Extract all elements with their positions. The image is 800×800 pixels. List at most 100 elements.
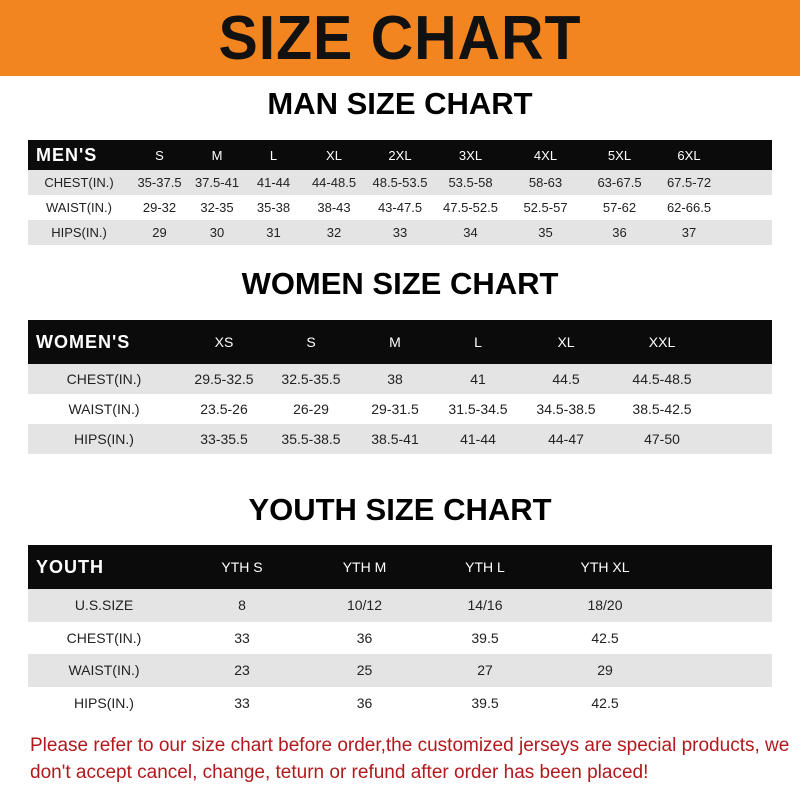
cell: 37.5-41 <box>194 175 240 190</box>
row-label: CHEST(IN.) <box>66 371 142 387</box>
cell: 35-37.5 <box>137 175 182 190</box>
table-row: CHEST(IN.) 29.5-32.5 32.5-35.5 38 41 44.5 44.5… <box>28 364 772 394</box>
cell: 32 <box>326 225 342 240</box>
cell: 42.5 <box>591 629 619 646</box>
cell: 35 <box>538 225 553 240</box>
cell: 6XL <box>677 147 701 163</box>
row-label: CHEST(IN.) <box>66 629 142 646</box>
table-row: HIPS(IN.) 29 30 31 32 33 34 35 36 37 <box>28 220 772 245</box>
cell: 37 <box>681 225 697 240</box>
cell: 48.5-53.5 <box>372 175 428 190</box>
youth-table: YOUTH YTH S YTH M YTH L YTH XL U.S.SIZE 8 10/12… <box>28 545 772 719</box>
header-row: WOMEN'S XS S M L XL XXL <box>28 320 772 364</box>
cell: 41-44 <box>460 431 496 447</box>
row-label: HIPS(IN.) <box>51 225 107 240</box>
cell: 29 <box>597 662 613 679</box>
cell: 38 <box>387 371 403 387</box>
header-row: YOUTH YTH S YTH M YTH L YTH XL <box>28 545 772 589</box>
row-label: WAIST(IN.) <box>68 401 140 417</box>
cell: 33 <box>234 629 250 646</box>
cell: 35-38 <box>256 200 291 215</box>
cell: S <box>306 334 316 350</box>
cell: XL <box>326 147 342 163</box>
cell: 29-31.5 <box>371 401 419 417</box>
cell: 26-29 <box>293 401 329 417</box>
cell: 35.5-38.5 <box>281 431 341 447</box>
cell: 14/16 <box>467 597 503 614</box>
cell: 39.5 <box>471 629 499 646</box>
cell: 31 <box>266 225 281 240</box>
cell: YTH S <box>221 559 263 575</box>
cell: L <box>269 147 278 163</box>
cell: 33 <box>392 225 408 240</box>
table-row: WAIST(IN.) 29-32 32-35 35-38 38-43 43-47.5 47.… <box>28 195 772 220</box>
cell: 27 <box>477 662 493 679</box>
row-label: CHEST(IN.) <box>44 175 114 190</box>
table-row: WAIST(IN.) 23 25 27 29 <box>28 654 772 687</box>
cell: S <box>155 147 164 163</box>
banner: SIZE CHART <box>0 0 800 76</box>
cell: 33-35.5 <box>200 431 248 447</box>
cell: 36 <box>356 694 373 711</box>
cell: 44.5 <box>552 371 580 387</box>
cell: 5XL <box>607 147 632 163</box>
cell: 30 <box>209 225 225 240</box>
cell: 2XL <box>388 147 412 163</box>
row-label: WAIST(IN.) <box>68 662 140 679</box>
cell: 43-47.5 <box>377 200 423 215</box>
cell: 32-35 <box>200 200 234 215</box>
cell: 53.5-58 <box>448 175 493 190</box>
cell: 29.5-32.5 <box>194 371 254 387</box>
cell: YTH M <box>342 559 387 575</box>
cell: 18/20 <box>587 597 623 614</box>
cell: 39.5 <box>471 694 499 711</box>
cell: 23 <box>234 662 250 679</box>
header-row: MEN'S S M L XL 2XL 3XL 4XL 5XL 6XL <box>28 140 772 170</box>
table-row: CHEST(IN.) 33 36 39.5 42.5 <box>28 621 772 654</box>
cell: 31.5-34.5 <box>448 401 508 417</box>
cell: 34 <box>463 225 478 240</box>
cell: 47.5-52.5 <box>443 200 498 215</box>
order-note: Please refer to our size chart before or… <box>30 735 790 783</box>
row-label: WOMEN'S <box>36 331 131 352</box>
row-label: WAIST(IN.) <box>46 200 112 215</box>
table-row: U.S.SIZE 8 10/12 14/16 18/20 <box>28 589 772 622</box>
cell: 57-62 <box>602 200 637 215</box>
cell: 10/12 <box>346 597 383 614</box>
table-row: WAIST(IN.) 23.5-26 26-29 29-31.5 31.5-34.5 34… <box>28 394 772 424</box>
cell: 32.5-35.5 <box>281 371 341 387</box>
cell: M <box>389 334 401 350</box>
table-row: HIPS(IN.) 33 36 39.5 42.5 <box>28 686 772 719</box>
cell: 44.5-48.5 <box>632 371 692 387</box>
cell: 29-32 <box>142 200 177 215</box>
banner-title: SIZE CHART <box>218 3 582 73</box>
cell: 4XL <box>533 147 558 163</box>
cell: XL <box>557 334 575 350</box>
cell: XXL <box>648 334 676 350</box>
cell: 47-50 <box>644 431 680 447</box>
cell: YTH XL <box>580 559 630 575</box>
row-label: HIPS(IN.) <box>74 431 134 447</box>
row-label: MEN'S <box>36 144 98 165</box>
cell: 41-44 <box>256 175 291 190</box>
cell: YTH L <box>465 559 505 575</box>
cell: 41 <box>470 371 486 387</box>
cell: 36 <box>356 629 373 646</box>
cell: 38.5-41 <box>371 431 419 447</box>
cell: 33 <box>234 694 250 711</box>
men-table: MEN'S S M L XL 2XL 3XL 4XL 5XL 6XL CHEST(IN.) 35-37… <box>28 140 772 245</box>
table-row: CHEST(IN.) 35-37.5 37.5-41 41-44 44-48.5 48.5… <box>28 170 772 195</box>
cell: 36 <box>612 225 627 240</box>
women-title: WOMEN SIZE CHART <box>241 266 559 301</box>
cell: 8 <box>238 597 246 614</box>
cell: 63-67.5 <box>597 175 642 190</box>
row-label: YOUTH <box>36 556 104 577</box>
cell: 29 <box>152 225 167 240</box>
cell: 42.5 <box>591 694 619 711</box>
youth-title: YOUTH SIZE CHART <box>248 492 552 527</box>
cell: 3XL <box>458 147 483 163</box>
row-label: HIPS(IN.) <box>74 694 134 711</box>
cell: 44-47 <box>548 431 584 447</box>
cell: 25 <box>356 662 373 679</box>
row-label: U.S.SIZE <box>74 597 134 614</box>
